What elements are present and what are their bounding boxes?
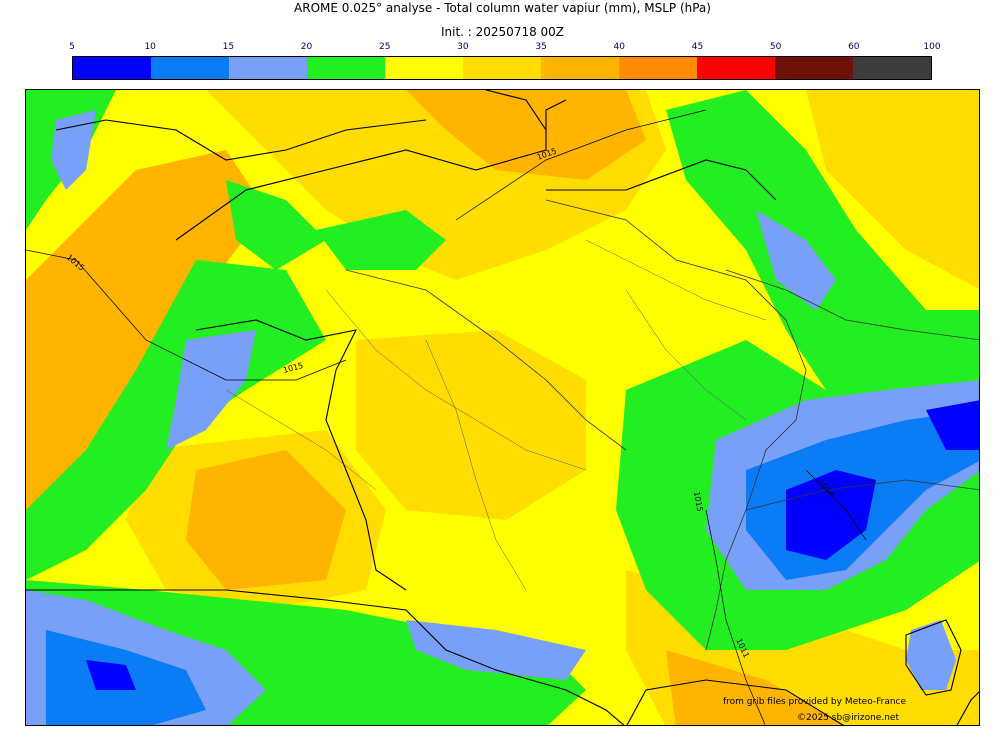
colorbar-swatch xyxy=(541,57,619,79)
colorbar-swatch xyxy=(151,57,229,79)
field-20-25-wales xyxy=(226,180,446,270)
colorbar-swatch xyxy=(385,57,463,79)
map-panel: 1015 1015 1015 1015 1014 1011 xyxy=(25,89,980,726)
country-borders xyxy=(345,199,979,651)
colorbar-tick-label: 100 xyxy=(923,42,941,52)
colorbar-swatch xyxy=(307,57,385,79)
colorbar-swatch xyxy=(853,57,931,79)
colorbar-swatch xyxy=(619,57,697,79)
isobars xyxy=(26,109,867,725)
field-35-40-southeast xyxy=(666,650,843,725)
chart-title: AROME 0.025° analyse - Total column wate… xyxy=(294,1,711,15)
colorbar-tick-label: 30 xyxy=(457,42,469,52)
colorbar-swatch xyxy=(697,57,775,79)
field-15-20-corsica xyxy=(906,620,956,690)
field-15-20-vosges xyxy=(756,210,836,310)
colorbar-tick-label: 5 xyxy=(69,42,75,52)
copyright: ©2025 sb@irizone.net xyxy=(797,713,899,723)
colorbar-swatch xyxy=(73,57,151,79)
colorbar-tick-label: 20 xyxy=(300,42,313,52)
field-5-10-pyrenees-core xyxy=(86,660,136,690)
init-time: Init. : 20250718 00Z xyxy=(440,25,565,39)
isobar-label: 1015 xyxy=(692,491,704,513)
field-35-40-aquitaine xyxy=(186,450,346,590)
field-15-20-england xyxy=(51,110,96,190)
water-vapour-map: 1015 1015 1015 1015 1014 1011 xyxy=(26,90,979,725)
field-20-25-atlantic-band xyxy=(26,90,326,580)
data-source-credit: from grib files provided by Meteo-France xyxy=(723,697,907,707)
field-15-20-brittany xyxy=(166,330,256,450)
colorbar-tick-label: 35 xyxy=(535,42,547,52)
field-30-35-center xyxy=(356,330,586,520)
colorbar-swatch xyxy=(775,57,853,79)
colorbar-swatch xyxy=(463,57,541,79)
field-30-35-northeast xyxy=(806,90,979,289)
colorbar-tick-label: 15 xyxy=(222,42,235,52)
colorbar-tick-label: 25 xyxy=(378,42,391,52)
field-35-40-channel xyxy=(406,90,646,180)
field-5-10-alps-core xyxy=(786,400,979,560)
coastlines xyxy=(26,90,979,725)
colorbar-swatch xyxy=(229,57,307,79)
colorbar-tick-label: 45 xyxy=(691,42,704,52)
rivers-regions xyxy=(225,239,767,591)
colorbar-tick-label: 60 xyxy=(848,42,860,52)
colorbar-tick-label: 50 xyxy=(769,42,782,52)
colorbar-tick-label: 10 xyxy=(144,42,156,52)
colorbar xyxy=(72,56,932,80)
colorbar-tick-label: 40 xyxy=(613,42,625,52)
